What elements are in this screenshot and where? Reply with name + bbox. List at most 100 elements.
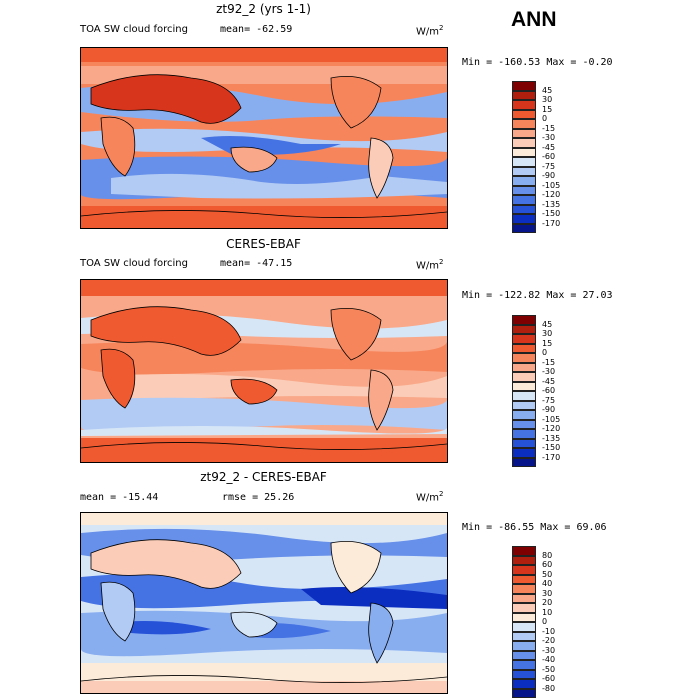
panel-3-minmax: Min = -86.55 Max = 69.06 (462, 522, 607, 533)
colorbar-tick-label: -50 (542, 664, 556, 674)
colorbar-tick-label: -120 (542, 190, 561, 199)
colorbar-tick-label: -105 (542, 414, 561, 424)
colorbar-swatch (512, 688, 536, 698)
colorbar-tick-label: -30 (542, 133, 556, 142)
colorbar-swatch (512, 90, 536, 100)
panel-2-max-value: 27.03 (582, 290, 613, 301)
colorbar-swatch (512, 679, 536, 689)
colorbar-swatch (512, 391, 536, 401)
colorbar-tick-label: 50 (542, 569, 553, 579)
colorbar-tick-label: -150 (542, 443, 561, 452)
colorbar-swatch (512, 429, 536, 439)
colorbar-swatch (512, 204, 536, 214)
colorbar-swatch (512, 324, 536, 334)
panel-3-map (80, 512, 448, 694)
colorbar-swatch (512, 223, 536, 233)
colorbar-swatch (512, 166, 536, 176)
colorbar-tick-label: -15 (542, 357, 556, 367)
colorbar-tick-label: 0 (542, 348, 548, 357)
colorbar-swatch (512, 176, 536, 186)
colorbar-tick-label: -135 (542, 199, 561, 209)
panel-3-mean: mean = -15.44 (80, 492, 158, 503)
colorbar-swatch (512, 574, 536, 584)
panel-2-variable: TOA SW cloud forcing (80, 258, 188, 269)
panel-3-max-label: Max = (540, 522, 571, 533)
panel-3-units-text: W/m (416, 492, 439, 504)
panel-2-mean-label: mean= (220, 258, 251, 269)
colorbar-tick-label: -80 (542, 683, 556, 693)
colorbar-tick-label: -75 (542, 395, 556, 405)
panel-3-rmse: rmse = 25.26 (222, 492, 294, 503)
colorbar-swatch (512, 362, 536, 372)
colorbar-swatch (512, 410, 536, 420)
colorbar-swatch (512, 631, 536, 641)
colorbar-swatch (512, 315, 536, 325)
colorbar-tick-label: -10 (542, 626, 556, 636)
panel-1-variable: TOA SW cloud forcing (80, 24, 188, 35)
colorbar-tick-label: -135 (542, 433, 561, 443)
panel-1-mean-label: mean= (220, 24, 251, 35)
colorbar-swatch (512, 612, 536, 622)
panel-2-mean: mean= -47.15 (220, 258, 292, 269)
colorbar-tick-label: 60 (542, 560, 553, 569)
colorbar-swatch (512, 603, 536, 613)
panel-3-rmse-value: 25.26 (264, 492, 295, 503)
colorbar-swatch (512, 128, 536, 138)
colorbar-tick-label: -105 (542, 180, 561, 190)
colorbar-swatch (512, 622, 536, 632)
colorbar-swatch (512, 546, 536, 556)
colorbar-tick-label: 0 (542, 114, 548, 123)
colorbar-swatch (512, 372, 536, 382)
panel-2-map (80, 279, 448, 463)
panel-1-min-value: -160.53 (498, 57, 541, 68)
panel-2-min-label: Min = (462, 290, 493, 301)
panel-1-min-label: Min = (462, 57, 493, 68)
colorbar-swatch (512, 641, 536, 651)
colorbar-tick-label: -60 (542, 674, 556, 683)
colorbar-tick-label: -150 (542, 209, 561, 218)
season-label: ANN (511, 8, 557, 31)
colorbar-tick-label: 40 (542, 579, 553, 588)
panel-2-title: CERES-EBAF (226, 237, 301, 251)
colorbar-swatch (512, 400, 536, 410)
colorbar-tick-label: -30 (542, 645, 556, 655)
colorbar-swatch (512, 669, 536, 679)
colorbar-swatch (512, 448, 536, 458)
panel-1-units-exp: 2 (439, 24, 444, 32)
colorbar-swatch (512, 138, 536, 148)
panel-1-mean-value: -62.59 (256, 24, 293, 35)
panel-3-map-svg (81, 513, 447, 693)
colorbar-tick-label: 45 (542, 85, 553, 95)
panel-3-units: W/m2 (416, 490, 443, 503)
panel-3-rmse-label: rmse = (222, 492, 259, 503)
colorbar-swatch (512, 419, 536, 429)
colorbar-swatch (512, 555, 536, 565)
panel-2-minmax: Min = -122.82 Max = 27.03 (462, 290, 613, 301)
colorbar-tick-label: 10 (542, 607, 553, 617)
colorbar-tick-label: -45 (542, 142, 556, 152)
panel-1-map-svg (81, 48, 447, 228)
panel-3-units-exp: 2 (439, 490, 444, 498)
panel-2-map-svg (81, 280, 447, 462)
panel-1-mean: mean= -62.59 (220, 24, 292, 35)
panel-1-minmax: Min = -160.53 Max = -0.20 (462, 57, 613, 68)
colorbar-tick-label: 0 (542, 617, 548, 626)
colorbar-swatch (512, 109, 536, 119)
colorbar-tick-label: -15 (542, 123, 556, 133)
panel-3-mean-value: -15.44 (122, 492, 159, 503)
panel-1-max-label: Max = (546, 57, 577, 68)
colorbar-tick-label: 15 (542, 338, 553, 348)
colorbar-swatch (512, 660, 536, 670)
colorbar-tick-label: -75 (542, 161, 556, 171)
panel-2-max-label: Max = (546, 290, 577, 301)
panel-3-max-value: 69.06 (576, 522, 607, 533)
colorbar-tick-label: 30 (542, 95, 553, 104)
colorbar-swatch (512, 334, 536, 344)
colorbar-tick-label: 20 (542, 598, 553, 607)
colorbar-tick-label: -170 (542, 218, 561, 228)
colorbar-swatch (512, 81, 536, 91)
colorbar-tick-label: 30 (542, 588, 553, 598)
colorbar-swatch (512, 343, 536, 353)
colorbar-tick-label: -170 (542, 452, 561, 462)
colorbar-swatch (512, 195, 536, 205)
